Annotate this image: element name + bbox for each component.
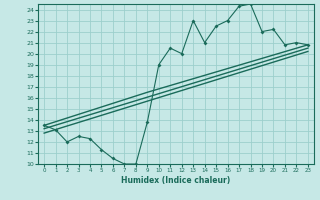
X-axis label: Humidex (Indice chaleur): Humidex (Indice chaleur)	[121, 176, 231, 185]
